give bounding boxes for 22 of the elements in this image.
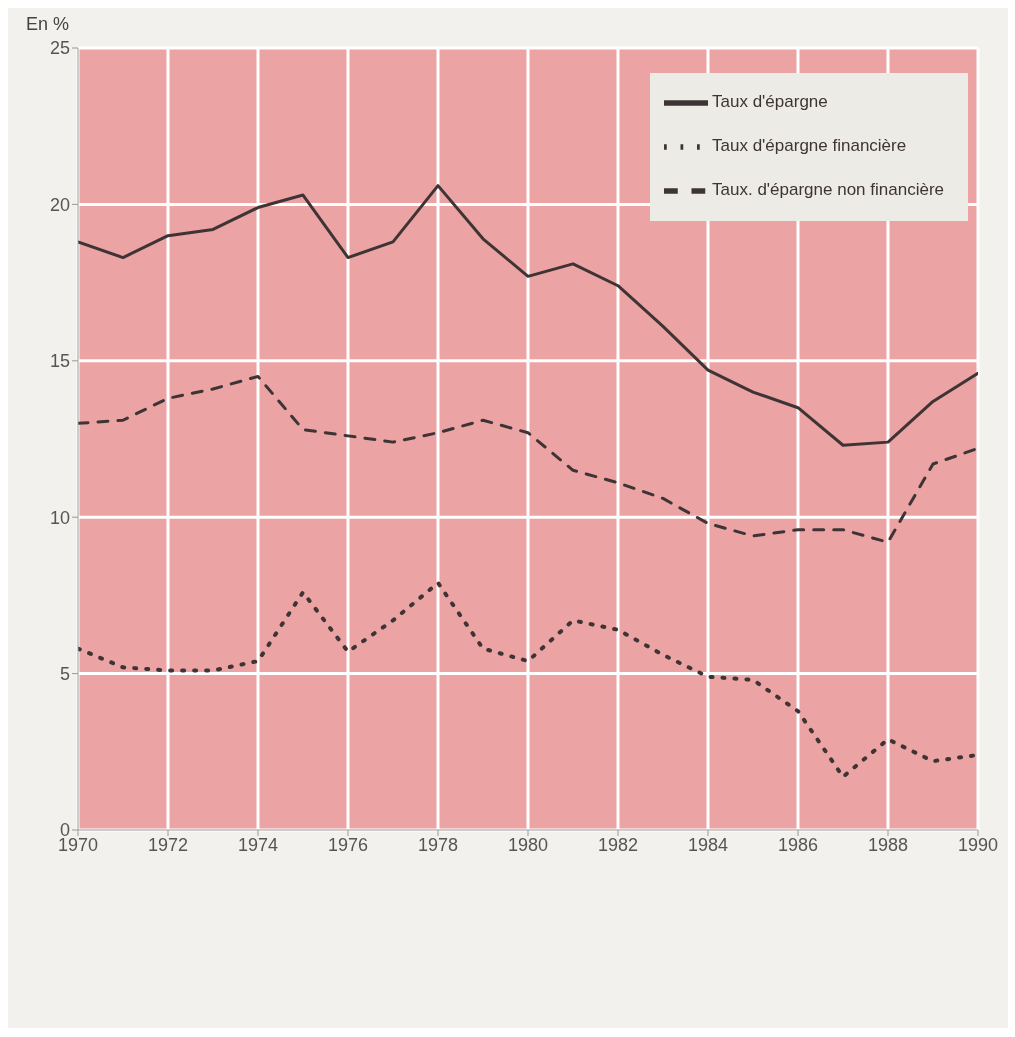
x-tick-label: 1976	[327, 834, 369, 855]
y-tick-label: 15	[49, 351, 70, 372]
legend-label: Taux d'épargne	[712, 92, 828, 112]
x-tick-label: 1974	[237, 834, 279, 855]
y-tick-label: 10	[49, 507, 70, 528]
y-axis-title: En %	[26, 14, 70, 35]
y-tick-label: 25	[49, 38, 70, 59]
x-tick-label: 1986	[777, 834, 819, 855]
line-series	[78, 374, 978, 544]
x-tick-label: 1982	[597, 834, 639, 855]
x-tick-label: 1978	[417, 834, 459, 855]
y-tick-label: 20	[49, 194, 70, 215]
legend-label: Taux d'épargne financière	[712, 136, 907, 156]
x-tick-label: 1972	[147, 834, 189, 855]
line-series	[78, 184, 978, 447]
y-tick-label: 5	[59, 663, 70, 684]
x-tick-label: 1984	[687, 834, 729, 855]
x-tick-label: 1990	[957, 834, 999, 855]
line-series	[78, 580, 978, 779]
x-tick-label: 1980	[507, 834, 549, 855]
legend-label: Taux. d'épargne non financière	[712, 180, 944, 200]
x-tick-label: 1988	[867, 834, 909, 855]
